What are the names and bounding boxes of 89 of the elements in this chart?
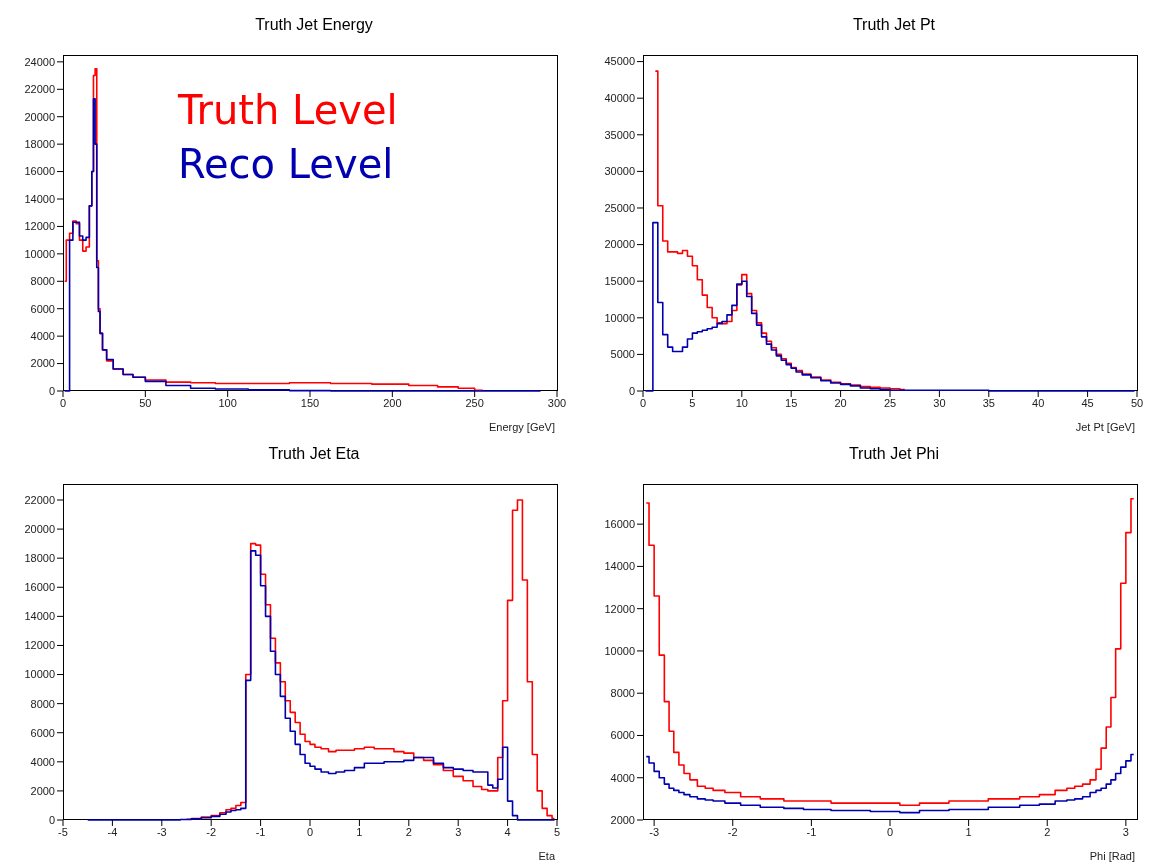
- x-tick-label: 250: [465, 396, 484, 409]
- y-tick-label: 10000: [604, 311, 635, 324]
- y-tick-label: 40000: [604, 92, 635, 105]
- y-tick-label: 2000: [30, 357, 55, 370]
- y-tick-label: 2000: [610, 813, 635, 826]
- y-tick-label: 16000: [24, 165, 55, 178]
- x-tick-label: 45: [1081, 396, 1094, 409]
- y-tick-label: 4000: [30, 755, 55, 768]
- y-tick-label: 4000: [610, 771, 635, 784]
- x-tick-label: 0: [306, 825, 314, 838]
- x-axis-title: Jet Pt [GeV]: [1075, 421, 1135, 433]
- y-tick-label: 20000: [604, 238, 635, 251]
- x-tick-label: 0: [886, 825, 894, 838]
- x-tick-label: 30: [933, 396, 946, 409]
- x-tick-label: 40: [1032, 396, 1045, 409]
- y-tick-label: 22000: [24, 493, 55, 506]
- y-tick-label: 14000: [24, 610, 55, 623]
- x-tick-label: 25: [883, 396, 897, 409]
- y-tick-label: 6000: [30, 726, 55, 739]
- x-tick-label: 20: [834, 396, 847, 409]
- y-tick-label: 8000: [610, 687, 635, 700]
- y-tick-label: 30000: [604, 165, 635, 178]
- chart-title: Truth Jet Energy: [254, 15, 374, 35]
- x-axis-title: Energy [GeV]: [488, 421, 555, 433]
- x-tick-label: 1: [965, 825, 972, 838]
- x-tick-label: 100: [218, 396, 237, 409]
- y-tick-label: 14000: [604, 560, 635, 573]
- x-tick-label: -1: [806, 825, 817, 838]
- y-tick-label: 15000: [604, 275, 635, 288]
- y-tick-label: 18000: [24, 138, 55, 151]
- y-tick-label: 20000: [24, 110, 55, 123]
- y-tick-label: 0: [48, 384, 55, 397]
- y-tick-label: 12000: [24, 639, 55, 652]
- x-tick-label: -1: [255, 825, 266, 838]
- y-tick-label: 12000: [604, 602, 635, 615]
- y-tick-label: 0: [628, 384, 635, 397]
- x-tick-label: 1: [356, 825, 363, 838]
- y-tick-label: 2000: [30, 784, 55, 797]
- x-tick-label: -4: [107, 825, 118, 838]
- x-tick-label: -2: [206, 825, 217, 838]
- y-tick-label: 16000: [604, 518, 635, 531]
- y-tick-label: 8000: [30, 275, 55, 288]
- y-tick-label: 6000: [30, 302, 55, 315]
- x-tick-label: 2: [405, 825, 412, 838]
- x-tick-label: 150: [300, 396, 320, 409]
- chart-title: Truth Jet Phi: [847, 444, 941, 464]
- y-tick-label: 10000: [24, 247, 55, 260]
- x-tick-label: 200: [383, 396, 402, 409]
- y-tick-label: 35000: [604, 128, 635, 141]
- text: Truth Level: [178, 86, 398, 135]
- y-tick-label: 22000: [24, 83, 55, 96]
- y-tick-label: 24000: [24, 55, 55, 68]
- y-tick-label: 25000: [604, 201, 635, 214]
- x-tick-label: 300: [547, 396, 567, 409]
- y-tick-label: 0: [48, 813, 55, 826]
- x-tick-label: -3: [156, 825, 167, 838]
- chart-title: Truth Jet Eta: [267, 444, 361, 464]
- x-tick-label: -5: [58, 825, 68, 838]
- x-tick-label: 15: [785, 396, 798, 409]
- x-tick-label: 3: [1122, 825, 1129, 838]
- x-tick-label: 50: [139, 396, 152, 409]
- x-tick-label: 50: [1130, 396, 1144, 409]
- chart-title: Truth Jet Pt: [851, 15, 937, 35]
- y-tick-label: 14000: [24, 192, 55, 205]
- x-tick-label: 0: [59, 396, 67, 409]
- x-tick-label: -2: [727, 825, 738, 838]
- y-tick-label: 4000: [30, 330, 55, 343]
- x-axis-title: Phi [Rad]: [1089, 850, 1135, 862]
- x-tick-label: 4: [504, 825, 511, 838]
- y-tick-label: 6000: [610, 729, 635, 742]
- x-axis-title: Eta: [538, 850, 556, 862]
- y-tick-label: 5000: [610, 348, 635, 361]
- x-tick-label: 5: [553, 825, 561, 838]
- y-tick-label: 18000: [24, 552, 55, 565]
- x-tick-label: 2: [1044, 825, 1051, 838]
- y-tick-label: 12000: [24, 220, 55, 233]
- text: Reco Level: [178, 140, 395, 189]
- x-tick-label: 3: [455, 825, 462, 838]
- x-tick-label: 0: [639, 396, 647, 409]
- y-tick-label: 10000: [24, 668, 55, 681]
- y-tick-label: 10000: [604, 644, 635, 657]
- x-tick-label: 35: [982, 396, 995, 409]
- y-tick-label: 45000: [604, 55, 635, 68]
- x-tick-label: -3: [649, 825, 660, 838]
- x-tick-label: 10: [735, 396, 748, 409]
- y-tick-label: 20000: [24, 523, 55, 535]
- x-tick-label: 5: [689, 396, 696, 409]
- y-tick-label: 8000: [30, 697, 55, 710]
- y-tick-label: 16000: [24, 581, 55, 594]
